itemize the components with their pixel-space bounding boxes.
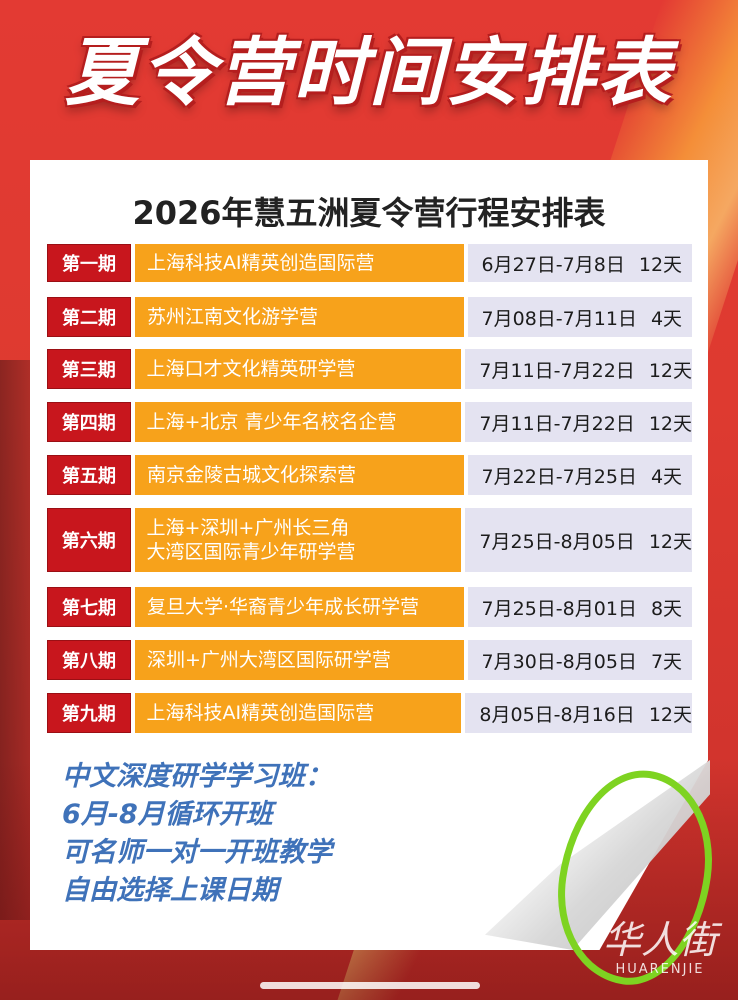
class-notes: 中文深度研学学习班： 6月-8月循环开班 可名师一对一开班教学 自由选择上课日期 <box>62 758 482 910</box>
date-cell: 7月08日-7月11日 4天 <box>467 297 692 337</box>
period-cell: 第三期 <box>47 349 131 389</box>
watermark-logo: 华人街 HUARENJIE <box>590 918 730 988</box>
period-cell: 第四期 <box>47 402 131 442</box>
date-cell: 7月11日-7月22日 12天 <box>465 349 692 389</box>
table-row: 第一期 上海科技AI精英创造国际营 6月27日-7月8日 12天 <box>47 244 692 282</box>
notes-line-4: 自由选择上课日期 <box>62 875 278 906</box>
date-range: 7月22日-7月25日 <box>481 465 637 488</box>
date-cell: 7月25日-8月01日 8天 <box>467 587 692 627</box>
duration: 4天 <box>650 307 683 330</box>
period-cell: 第六期 <box>47 508 131 572</box>
period-cell: 第二期 <box>47 297 131 337</box>
duration: 8天 <box>650 597 683 620</box>
page-title: 夏令营时间安排表 <box>65 30 673 116</box>
duration: 12天 <box>648 412 692 435</box>
watermark-en: HUARENJIE <box>615 962 705 977</box>
duration: 12天 <box>648 359 692 382</box>
date-range: 7月11日-7月22日 <box>479 359 635 382</box>
period-cell: 第八期 <box>47 640 131 680</box>
camp-name-cell: 南京金陵古城文化探索营 <box>134 455 464 495</box>
camp-name-line-2: 大湾区国际青少年研学营 <box>146 541 356 563</box>
table-row: 第三期 上海口才文化精英研学营 7月11日-7月22日 12天 <box>47 349 692 389</box>
date-range: 8月05日-8月16日 <box>479 703 635 726</box>
duration: 4天 <box>650 465 683 488</box>
date-range: 7月30日-8月05日 <box>481 650 637 673</box>
table-row: 第二期 苏州江南文化游学营 7月08日-7月11日 4天 <box>47 297 692 337</box>
date-cell: 7月22日-7月25日 4天 <box>467 455 692 495</box>
table-row: 第四期 上海+北京 青少年名校名企营 7月11日-7月22日 12天 <box>47 402 692 442</box>
notes-line-2: 6月-8月循环开班 <box>62 799 273 830</box>
notes-line-1: 中文深度研学学习班： <box>62 761 332 792</box>
table-row: 第九期 上海科技AI精英创造国际营 8月05日-8月16日 12天 <box>47 693 692 733</box>
camp-name-cell: 上海科技AI精英创造国际营 <box>134 693 462 733</box>
duration: 12天 <box>638 253 683 276</box>
camp-name-cell: 上海+深圳+广州长三角 大湾区国际青少年研学营 <box>134 508 462 572</box>
period-cell: 第五期 <box>47 455 131 495</box>
date-cell: 7月11日-7月22日 12天 <box>465 402 692 442</box>
table-row: 第五期 南京金陵古城文化探索营 7月22日-7月25日 4天 <box>47 455 692 495</box>
date-cell: 7月25日-8月05日 12天 <box>465 508 692 572</box>
period-cell: 第一期 <box>47 244 131 282</box>
camp-name-cell: 复旦大学·华裔青少年成长研学营 <box>134 587 464 627</box>
date-range: 7月11日-7月22日 <box>479 412 635 435</box>
duration: 12天 <box>648 530 692 553</box>
camp-name-cell: 苏州江南文化游学营 <box>134 297 464 337</box>
duration: 7天 <box>650 650 683 673</box>
date-cell: 8月05日-8月16日 12天 <box>465 693 692 733</box>
watermark-cn: 华人街 <box>602 918 717 962</box>
schedule-subtitle: 2026年慧五洲夏令营行程安排表 <box>132 194 606 232</box>
period-cell: 第七期 <box>47 587 131 627</box>
table-row: 第八期 深圳+广州大湾区国际研学营 7月30日-8月05日 7天 <box>47 640 692 680</box>
camp-name-cell: 上海口才文化精英研学营 <box>134 349 462 389</box>
table-row: 第七期 复旦大学·华裔青少年成长研学营 7月25日-8月01日 8天 <box>47 587 692 627</box>
camp-name-cell: 上海+北京 青少年名校名企营 <box>134 402 462 442</box>
date-cell: 7月30日-8月05日 7天 <box>467 640 692 680</box>
duration: 12天 <box>648 703 692 726</box>
home-indicator[interactable] <box>260 982 480 989</box>
date-range: 7月08日-7月11日 <box>481 307 637 330</box>
camp-name-line-1: 上海+深圳+广州长三角 <box>146 517 350 539</box>
date-cell: 6月27日-7月8日 12天 <box>467 244 692 282</box>
table-row: 第六期 上海+深圳+广州长三角 大湾区国际青少年研学营 7月25日-8月05日 1… <box>47 508 692 572</box>
date-range: 6月27日-7月8日 <box>481 253 625 276</box>
date-range: 7月25日-8月05日 <box>479 530 635 553</box>
camp-name-cell: 深圳+广州大湾区国际研学营 <box>134 640 464 680</box>
camp-name-cell: 上海科技AI精英创造国际营 <box>134 244 464 282</box>
date-range: 7月25日-8月01日 <box>481 597 637 620</box>
notes-line-3: 可名师一对一开班教学 <box>62 837 332 868</box>
period-cell: 第九期 <box>47 693 131 733</box>
